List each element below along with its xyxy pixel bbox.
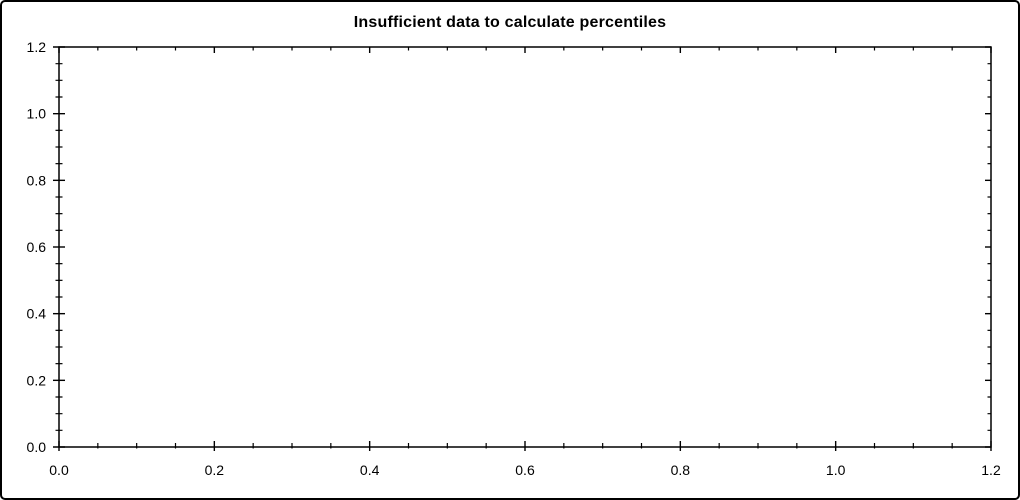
plot-frame [58, 46, 992, 448]
x-tick-label: 0.0 [49, 462, 69, 478]
x-tick-label: 1.0 [826, 462, 846, 478]
y-tick-label: 0.8 [27, 172, 47, 188]
x-tick-label: 0.6 [515, 462, 535, 478]
x-tick-label: 0.2 [205, 462, 225, 478]
y-tick-label: 1.2 [27, 39, 47, 55]
y-tick-label: 0.2 [27, 372, 47, 388]
y-tick-label: 0.6 [27, 239, 47, 255]
chart-title: Insufficient data to calculate percentil… [353, 14, 667, 31]
x-tick-label: 0.4 [360, 462, 380, 478]
y-tick-label: 1.0 [27, 106, 47, 122]
y-tick-label: 0.0 [27, 439, 47, 455]
y-tick-label: 0.4 [27, 306, 47, 322]
x-tick-label: 1.2 [981, 462, 1001, 478]
x-tick-label: 0.8 [671, 462, 691, 478]
